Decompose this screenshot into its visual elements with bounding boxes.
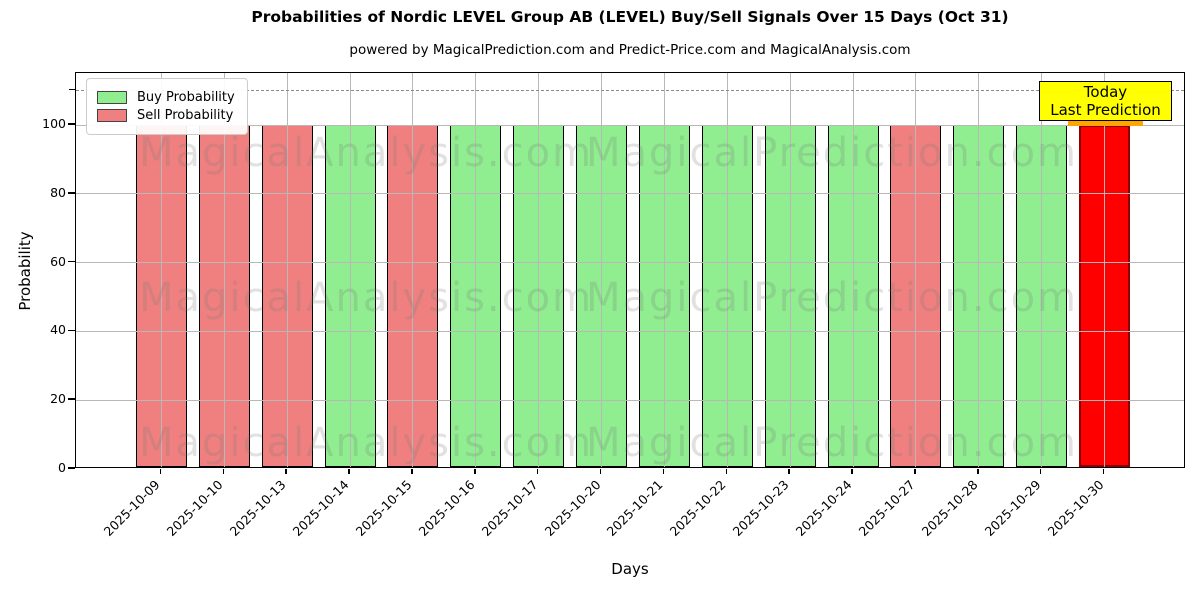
x-axis-label: Days bbox=[611, 560, 649, 578]
y-axis-label: Probability bbox=[16, 231, 34, 311]
gridline-v-2025-10-22 bbox=[726, 73, 728, 467]
y-tick-40 bbox=[68, 329, 75, 332]
y-tick-0 bbox=[68, 467, 75, 469]
x-tick-2025-10-29 bbox=[1039, 469, 1042, 474]
annotation-line-1: Today bbox=[1083, 83, 1128, 101]
x-tick-2025-10-09 bbox=[159, 469, 162, 474]
x-tick-2025-10-24 bbox=[851, 469, 853, 474]
y-tick-label-40: 40 bbox=[50, 322, 66, 338]
x-tick-2025-10-21 bbox=[662, 469, 665, 474]
y-tick-20 bbox=[68, 398, 75, 400]
y-tick-dashed bbox=[69, 88, 75, 91]
x-tick-2025-10-13 bbox=[285, 469, 287, 474]
legend-sell-label: Sell Probability bbox=[137, 108, 234, 123]
threshold-dashed-line bbox=[76, 90, 1184, 91]
buy-swatch bbox=[97, 91, 127, 104]
y-tick-label-20: 20 bbox=[50, 391, 66, 407]
y-tick-label-0: 0 bbox=[58, 460, 66, 475]
x-tick-2025-10-27 bbox=[914, 469, 916, 474]
gridline-h-40 bbox=[76, 330, 1184, 332]
y-tick-label-80: 80 bbox=[50, 184, 66, 200]
legend-buy-label: Buy Probability bbox=[137, 90, 235, 105]
x-tick-2025-10-16 bbox=[474, 469, 476, 474]
x-tick-2025-10-20 bbox=[599, 469, 602, 474]
legend: Buy Probability Sell Probability bbox=[86, 78, 248, 135]
chart-title: Probabilities of Nordic LEVEL Group AB (… bbox=[251, 8, 1009, 26]
y-tick-label-60: 60 bbox=[50, 253, 66, 269]
gridline-v-2025-10-16 bbox=[475, 73, 477, 467]
x-tick-2025-10-15 bbox=[411, 469, 413, 474]
gridline-v-2025-10-23 bbox=[789, 73, 791, 467]
x-tick-2025-10-30 bbox=[1102, 469, 1105, 474]
y-tick-60 bbox=[68, 260, 75, 263]
gridline-v-2025-10-15 bbox=[412, 73, 414, 467]
gridline-v-2025-10-14 bbox=[349, 73, 351, 467]
x-tick-2025-10-28 bbox=[977, 469, 979, 474]
legend-item-buy: Buy Probability bbox=[97, 90, 235, 105]
gridline-h-60 bbox=[76, 262, 1184, 264]
gridline-v-2025-10-24 bbox=[852, 73, 854, 467]
gridline-v-2025-10-30 bbox=[1104, 73, 1106, 467]
gridline-v-2025-10-27 bbox=[915, 73, 917, 467]
y-tick-80 bbox=[68, 192, 75, 194]
gridline-h-20 bbox=[76, 399, 1184, 401]
gridline-v-2025-10-29 bbox=[1041, 73, 1043, 467]
x-tick-2025-10-10 bbox=[222, 469, 225, 474]
annotation-line-2: Last Prediction bbox=[1050, 101, 1161, 119]
x-tick-2025-10-14 bbox=[348, 469, 350, 474]
today-marker-strip bbox=[1067, 120, 1143, 126]
plot-area: Buy Probability Sell Probability Today L… bbox=[75, 72, 1185, 468]
gridline-v-2025-10-09 bbox=[160, 73, 162, 467]
gridline-v-2025-10-28 bbox=[978, 73, 980, 467]
x-tick-2025-10-17 bbox=[536, 469, 539, 474]
sell-swatch bbox=[97, 109, 127, 122]
gridline-v-2025-10-10 bbox=[223, 73, 225, 467]
gridline-h-100 bbox=[76, 124, 1184, 126]
y-tick-label-100: 100 bbox=[42, 116, 66, 131]
today-annotation: Today Last Prediction bbox=[1039, 81, 1172, 121]
gridline-v-2025-10-21 bbox=[663, 73, 665, 467]
legend-item-sell: Sell Probability bbox=[97, 108, 235, 123]
x-tick-2025-10-23 bbox=[788, 469, 790, 474]
gridline-h-80 bbox=[76, 193, 1184, 195]
y-tick-100 bbox=[68, 123, 75, 125]
chart-subtitle: powered by MagicalPrediction.com and Pre… bbox=[349, 42, 911, 58]
gridline-v-2025-10-13 bbox=[286, 73, 288, 467]
gridline-v-2025-10-17 bbox=[538, 73, 540, 467]
x-tick-2025-10-22 bbox=[725, 469, 728, 474]
gridline-v-2025-10-20 bbox=[601, 73, 603, 467]
